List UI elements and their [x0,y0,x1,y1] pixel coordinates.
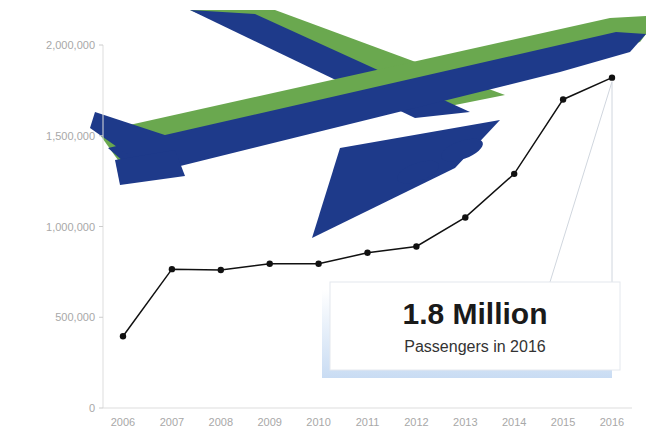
annotation-caption: Passengers in 2016 [404,338,546,355]
y-tick-label: 1,000,000 [46,221,95,233]
x-tick-label: 2008 [209,416,233,428]
y-tick-label: 2,000,000 [46,39,95,51]
annotation-headline: 1.8 Million [402,297,547,330]
data-point [462,214,468,220]
engine [438,134,486,166]
y-tick [99,408,103,409]
data-point [364,250,370,256]
data-point [511,171,517,177]
x-tick-label: 2009 [257,416,281,428]
y-tick [99,135,103,136]
x-tick-label: 2014 [502,416,526,428]
data-point [609,74,615,80]
y-tick-label: 1,500,000 [46,130,95,142]
data-point [120,333,126,339]
y-tick-label: 500,000 [55,311,95,323]
leader-line [612,82,613,282]
annotation-box [330,282,620,370]
y-tick [99,226,103,227]
y-tick [99,45,103,46]
x-tick-label: 2012 [404,416,428,428]
x-tick-label: 2013 [453,416,477,428]
stabilizer [115,150,185,185]
leader-line [550,82,612,282]
wing-lower [312,120,500,238]
y-tick [99,317,103,318]
x-tick-label: 2010 [306,416,330,428]
engine [394,156,442,188]
data-point [413,243,419,249]
x-tick-label: 2011 [356,416,380,428]
data-point [315,261,321,267]
chart: 0 500,000 1,000,000 1,500,000 2,000,000 2006 2… [0,0,646,435]
x-tick-label: 2006 [111,416,135,428]
data-point [267,261,273,267]
x-tick-label: 2015 [551,416,575,428]
data-point [169,266,175,272]
data-point [218,267,224,273]
y-tick-label: 0 [89,402,95,414]
airplane [90,10,646,238]
x-tick-label: 2007 [160,416,184,428]
x-axis [103,408,632,409]
data-point [560,96,566,102]
x-tick-label: 2016 [600,416,624,428]
